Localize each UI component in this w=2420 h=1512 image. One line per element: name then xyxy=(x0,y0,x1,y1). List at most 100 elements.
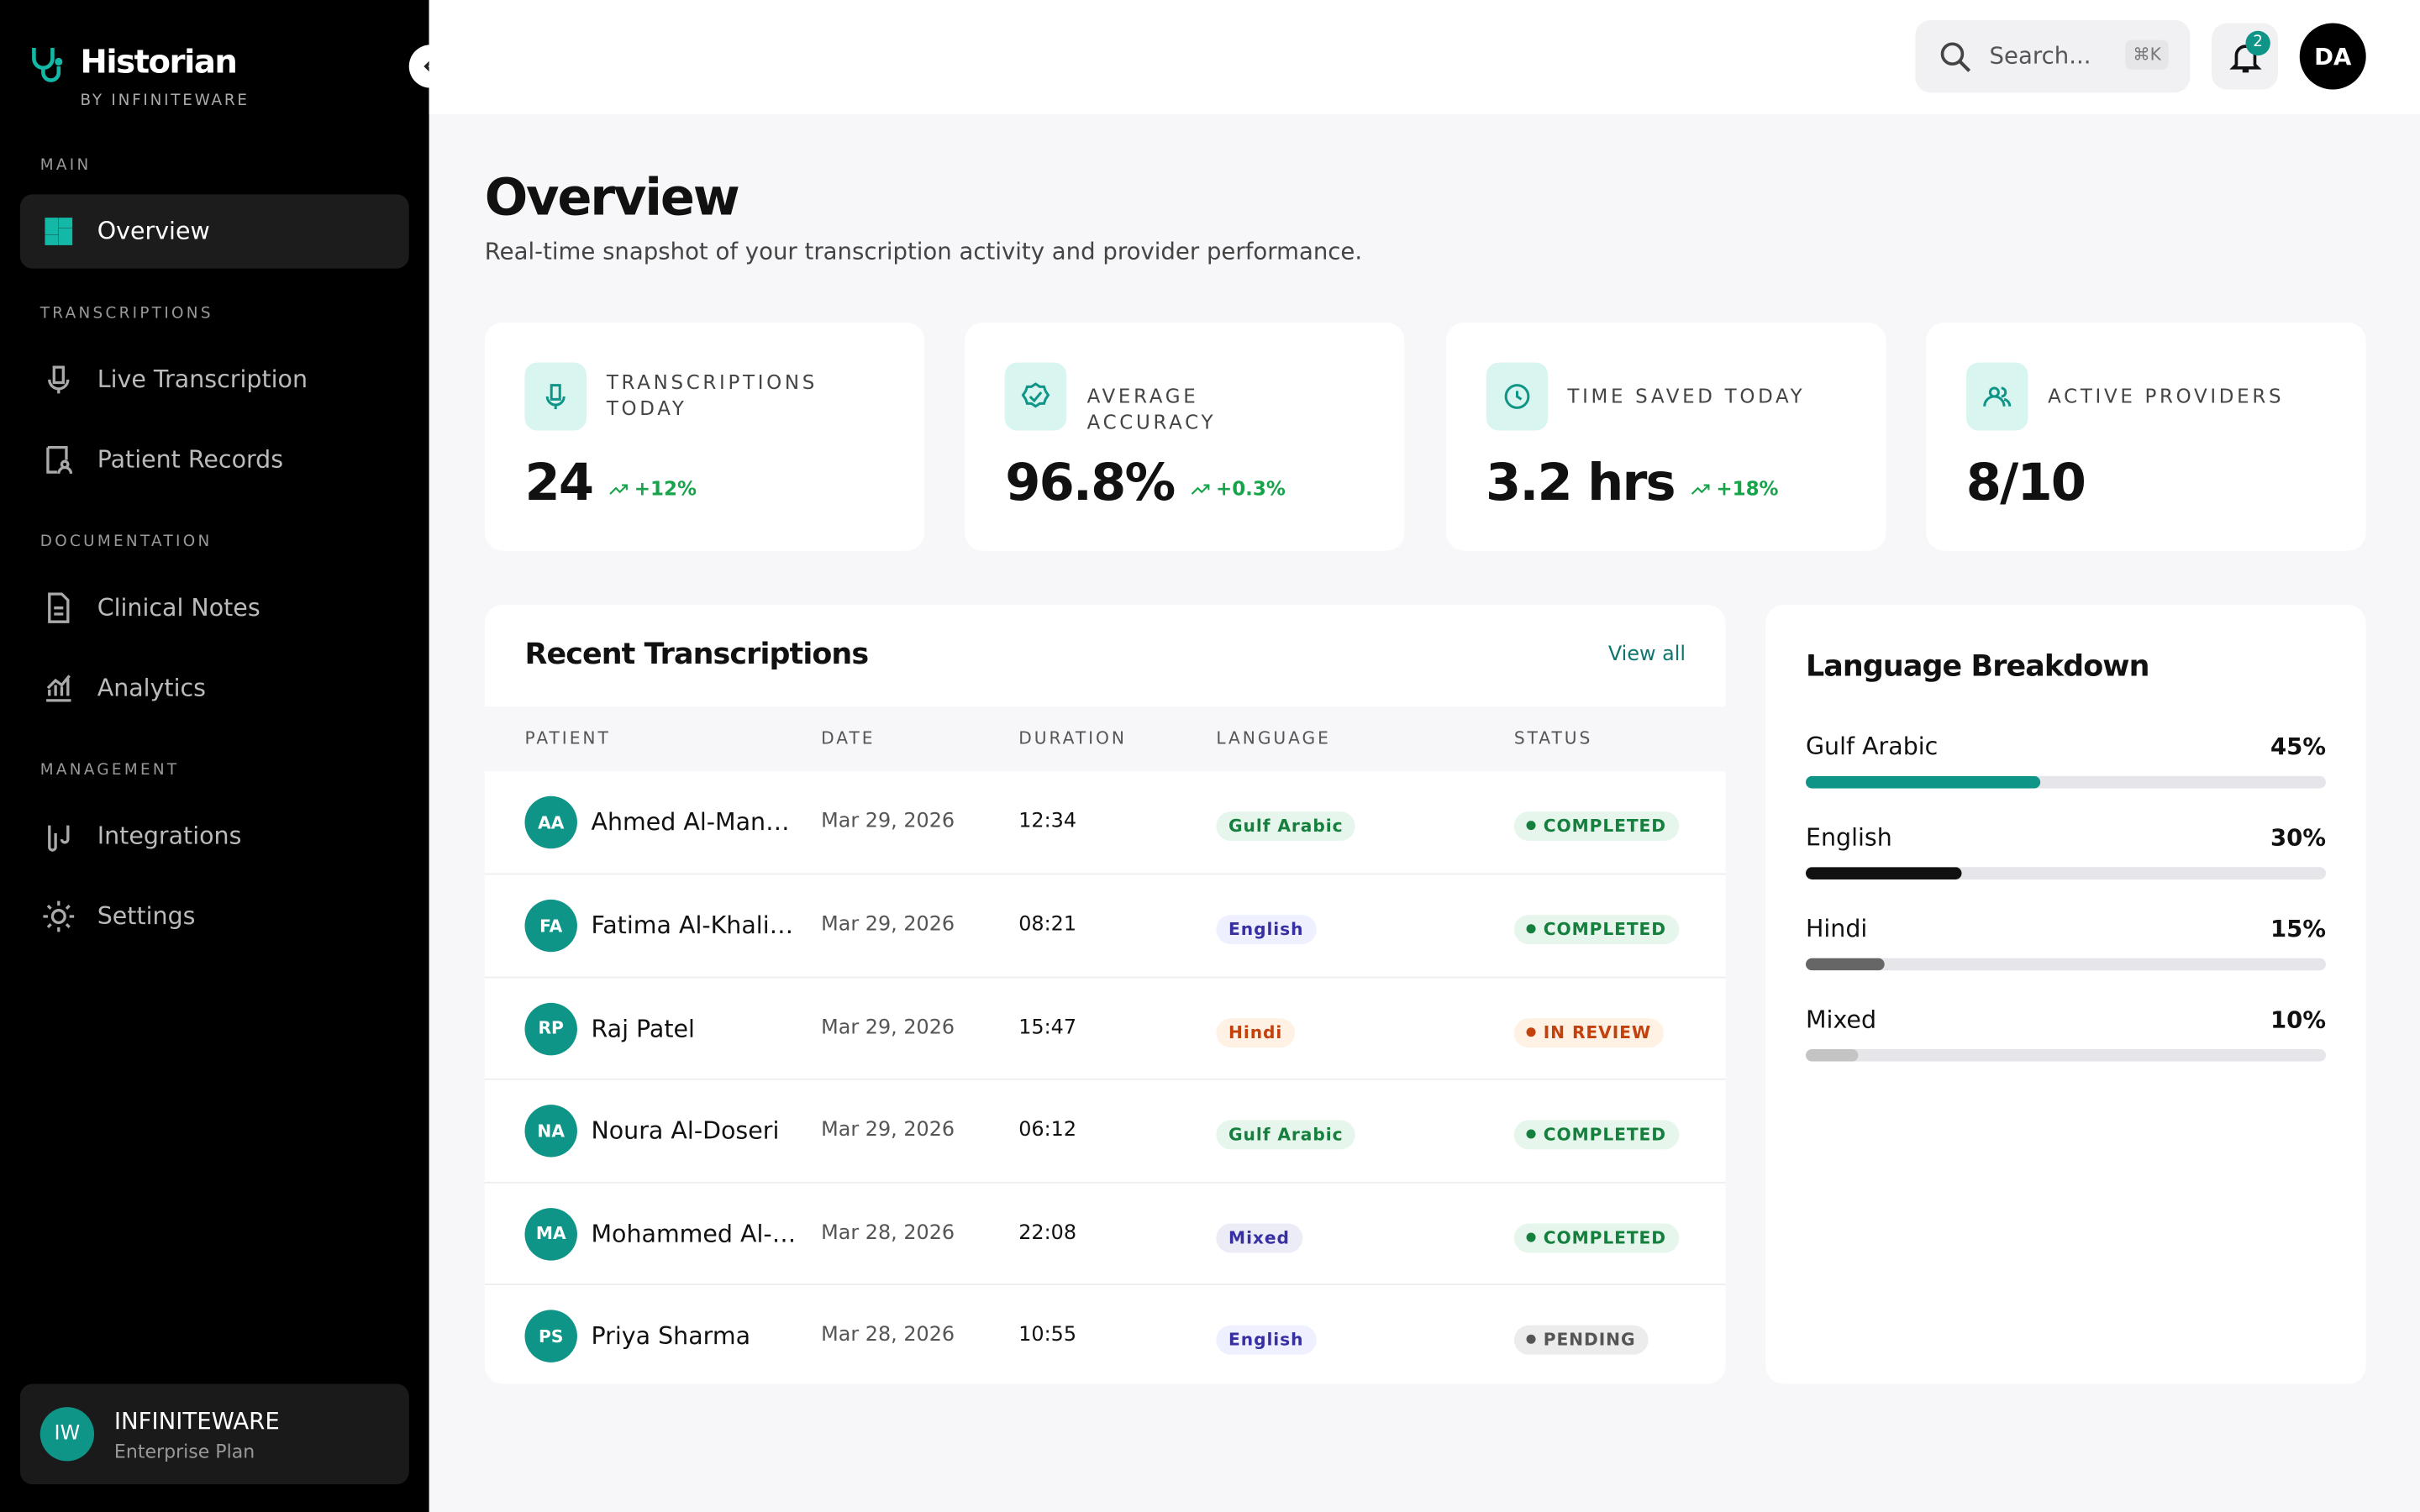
tagline: BY INFINITEWARE xyxy=(80,92,250,110)
language-percent: 30% xyxy=(2270,823,2326,852)
nav-label: Overview xyxy=(97,217,210,246)
date: Mar 28, 2026 xyxy=(821,1323,955,1347)
icon-path xyxy=(545,384,566,410)
table-row[interactable]: MA Mohammed Al-… Mar 28, 2026 22:08 Mixed COM… xyxy=(484,1181,1726,1284)
account[interactable]: IW INFINITEWARE Enterprise Plan xyxy=(19,1383,409,1484)
progress-track xyxy=(1805,958,2326,971)
progress-bar xyxy=(1805,775,2040,789)
nav-item[interactable]: Live Transcription xyxy=(20,343,409,417)
status-text: COMPLETED xyxy=(1543,1227,1666,1248)
icon xyxy=(1503,384,1529,409)
stat-value: 96.8% xyxy=(1005,452,1176,512)
column-header: DURATION xyxy=(1018,727,1127,748)
stat-card: TIME SAVED TODAY 3.2 hrs +18% xyxy=(1445,322,1886,551)
status-text: COMPLETED xyxy=(1543,1125,1666,1146)
status-dot xyxy=(1526,1129,1536,1139)
stat-change-text: +18% xyxy=(1716,476,1779,501)
duration: 12:34 xyxy=(1018,810,1077,833)
stat-label: ACTIVE PROVIDERS xyxy=(2048,384,2285,407)
nav-label: Clinical Notes xyxy=(97,594,260,622)
stat-icon xyxy=(1965,362,2028,431)
language-card: Language Breakdown Gulf Arabic 45% English… xyxy=(1765,605,2366,1384)
status-text: IN REVIEW xyxy=(1543,1022,1652,1043)
duration: 22:08 xyxy=(1018,1221,1077,1245)
patient-name: Ahmed Al-Man… xyxy=(591,808,790,837)
icon-path xyxy=(48,825,70,852)
header: Search... ⌘K 2 DA xyxy=(429,0,2420,114)
icon xyxy=(48,825,70,852)
table-row[interactable]: RP Raj Patel Mar 29, 2026 15:47 Hindi IN REVI… xyxy=(484,976,1726,1079)
nav-item[interactable]: Patient Records xyxy=(20,423,409,496)
user-avatar[interactable]: DA xyxy=(2299,23,2366,90)
nav-item[interactable]: Analytics xyxy=(20,651,409,725)
recent-card: Recent Transcriptions View all PATIENT DA… xyxy=(484,605,1726,1384)
status-dot xyxy=(1526,1026,1536,1037)
nav-item[interactable]: Overview xyxy=(19,194,409,269)
stat-row: 3.2 hrs +18% xyxy=(1486,452,1779,512)
search-placeholder: Search... xyxy=(1989,41,2091,70)
patient-name: Fatima Al-Khali… xyxy=(591,912,794,941)
stat-row: 96.8% +0.3% xyxy=(1005,452,1286,512)
search[interactable]: Search... ⌘K xyxy=(1915,19,2191,93)
language-pill: Gulf Arabic xyxy=(1216,811,1356,842)
stat-change: +0.3% xyxy=(1190,477,1286,500)
language-percent: 15% xyxy=(2270,915,2326,943)
language-name: Hindi xyxy=(1805,915,1868,943)
icon-path xyxy=(48,592,70,623)
progress-bar xyxy=(1805,1048,1858,1062)
progress-bar xyxy=(1805,867,1962,879)
patient-name: Priya Sharma xyxy=(591,1322,751,1351)
notifications[interactable]: 2 xyxy=(2212,23,2279,90)
icon xyxy=(46,675,71,702)
stat-label: TRANSCRIPTIONS TODAY xyxy=(606,370,818,420)
status-pill: PENDING xyxy=(1513,1325,1649,1355)
section-heading: MANAGEMENT xyxy=(39,762,180,780)
progress-bar xyxy=(1805,958,1884,971)
language-name: Gulf Arabic xyxy=(1805,732,1939,761)
table-row[interactable]: NA Noura Al-Doseri Mar 29, 2026 06:12 Gulf A… xyxy=(484,1079,1726,1182)
account-plan: Enterprise Plan xyxy=(113,1441,255,1463)
table-row[interactable]: FA Fatima Al-Khali… Mar 29, 2026 08:21 Engli… xyxy=(484,874,1726,977)
progress-track xyxy=(1805,775,2326,789)
table-header xyxy=(484,706,1726,772)
status-pill: COMPLETED xyxy=(1513,811,1679,842)
language-percent: 45% xyxy=(2270,732,2326,761)
patient-name: Noura Al-Doseri xyxy=(591,1117,780,1146)
nav-item[interactable]: Settings xyxy=(20,879,409,953)
table-row[interactable]: PS Priya Sharma Mar 28, 2026 10:55 English PE… xyxy=(484,1284,1726,1383)
icon xyxy=(45,218,73,245)
stat-icon xyxy=(1486,362,1548,431)
patient-avatar: PS xyxy=(524,1310,577,1362)
date: Mar 29, 2026 xyxy=(821,1118,955,1142)
brand: Historian xyxy=(80,43,238,81)
icon-path xyxy=(1503,384,1529,409)
nav-label: Analytics xyxy=(97,674,207,702)
date: Mar 29, 2026 xyxy=(821,1016,955,1040)
status-text: PENDING xyxy=(1543,1330,1636,1351)
icon-path xyxy=(1983,386,2012,407)
table-row[interactable]: AA Ahmed Al-Man… Mar 29, 2026 12:34 Gulf Ara… xyxy=(485,771,1726,873)
icon-path xyxy=(1691,483,1710,494)
recent-title: Recent Transcriptions xyxy=(524,637,869,671)
patient-avatar: MA xyxy=(524,1207,577,1260)
icon xyxy=(1691,483,1710,494)
stat-row: 8/10 xyxy=(1966,452,2086,512)
view-all-link[interactable]: View all xyxy=(1607,643,1686,667)
nav-item[interactable]: Clinical Notes xyxy=(20,571,409,645)
icon-path xyxy=(609,483,628,494)
language-name: Mixed xyxy=(1805,1005,1877,1034)
duration: 08:21 xyxy=(1018,914,1077,937)
nav-item[interactable]: Integrations xyxy=(20,799,409,873)
icon xyxy=(48,365,70,394)
stat-card: AVERAGE ACCURACY 96.8% +0.3% xyxy=(965,322,1405,551)
page-subtitle: Real-time snapshot of your transcription… xyxy=(484,237,1363,265)
date: Mar 29, 2026 xyxy=(821,914,955,937)
patient-avatar: AA xyxy=(524,795,577,849)
section-heading: MAIN xyxy=(39,157,92,175)
column-header: STATUS xyxy=(1513,727,1593,748)
icon xyxy=(43,900,75,932)
status-text: COMPLETED xyxy=(1543,920,1666,941)
language-title: Language Breakdown xyxy=(1805,649,2149,684)
